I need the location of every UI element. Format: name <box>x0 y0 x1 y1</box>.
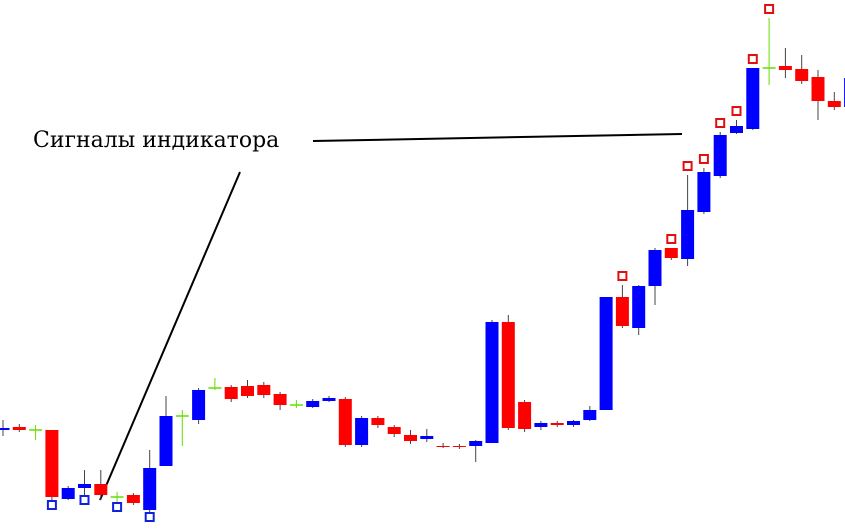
candle-body <box>420 436 434 439</box>
sell-signal <box>682 161 693 171</box>
candle-body <box>485 322 499 443</box>
candle-body <box>355 418 369 445</box>
candle-body <box>778 66 792 70</box>
candle-body <box>45 430 59 497</box>
annotation-text: Сигналы индикатора <box>33 128 279 153</box>
candle-body <box>599 297 613 410</box>
candle-body <box>469 441 483 446</box>
annotation-line <box>312 133 683 142</box>
candle-body <box>681 210 695 259</box>
annotation-line <box>99 171 241 501</box>
candle-body <box>567 421 580 425</box>
candle-body <box>78 484 91 488</box>
candle-body <box>126 495 140 503</box>
candle-body <box>0 428 10 430</box>
candle-body <box>322 398 336 401</box>
candle-body <box>306 401 320 407</box>
sell-signal <box>698 154 709 164</box>
candle-body <box>518 402 532 429</box>
candle-body <box>811 77 825 101</box>
candle-body <box>664 248 678 258</box>
candle-body <box>632 286 646 328</box>
candle-body <box>615 297 629 326</box>
candle-body <box>371 418 385 425</box>
buy-signal <box>144 512 155 522</box>
candle-body <box>404 435 417 441</box>
candle-body <box>61 488 75 499</box>
candle-body <box>159 416 173 466</box>
candle-body <box>713 135 727 176</box>
candle-body <box>697 172 711 212</box>
candle-body <box>452 446 466 447</box>
candle-body <box>12 427 26 430</box>
candle-body <box>143 468 157 510</box>
buy-signal <box>112 502 123 512</box>
buy-signal <box>79 495 90 505</box>
candle-body <box>550 423 564 425</box>
sell-signal <box>715 118 726 128</box>
candle-body <box>192 390 206 420</box>
sell-signal <box>617 271 628 281</box>
sell-signal <box>666 234 677 244</box>
candle-body <box>730 126 743 133</box>
candle-body <box>338 399 352 445</box>
candle-body <box>273 394 287 405</box>
buy-signal <box>46 500 57 510</box>
candle-body <box>746 68 760 129</box>
candle-body <box>224 387 238 399</box>
candle-body <box>795 69 809 81</box>
candle-body <box>648 250 662 286</box>
sell-signal <box>747 54 758 64</box>
candle-body <box>534 423 548 427</box>
candle-body <box>257 385 271 395</box>
candle-body <box>94 484 108 495</box>
candle-body <box>241 386 254 396</box>
candle-body <box>501 322 515 428</box>
candle-body <box>583 410 597 420</box>
candle-body <box>436 446 450 447</box>
sell-signal <box>764 4 775 14</box>
candle-body <box>827 101 841 107</box>
sell-signal <box>731 106 742 116</box>
candle-body <box>387 427 401 434</box>
